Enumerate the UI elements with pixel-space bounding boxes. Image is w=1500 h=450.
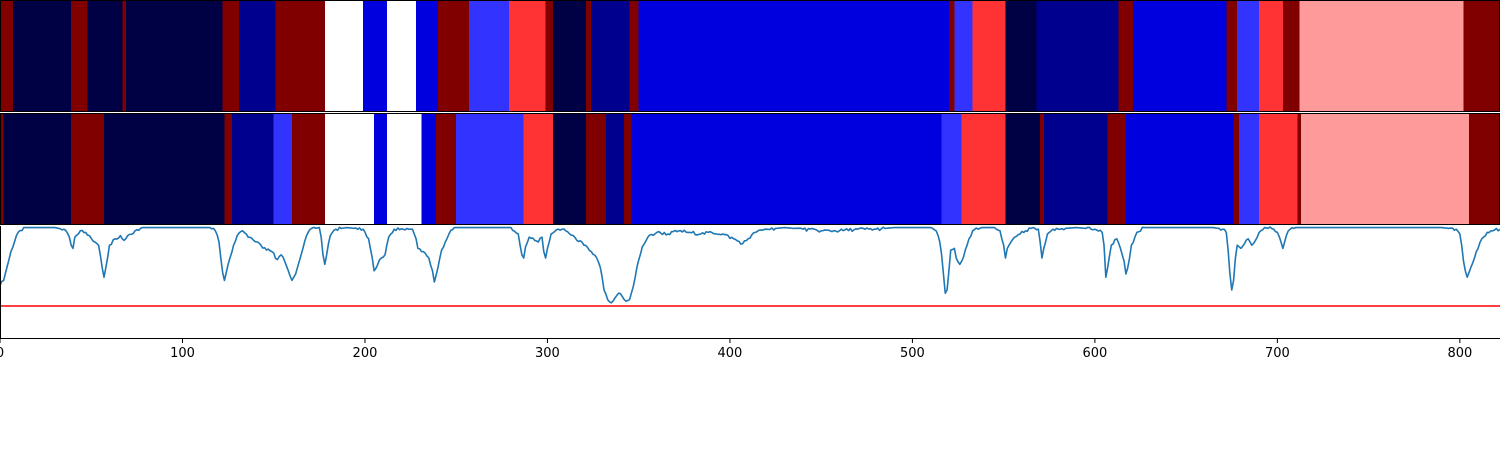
heat-segment <box>275 0 326 112</box>
heat-segment <box>1463 0 1500 112</box>
heat-segment <box>972 0 1006 112</box>
heat-segment <box>416 0 439 112</box>
segmentation-track-1 <box>0 0 1500 112</box>
heat-segment <box>631 113 943 225</box>
heat-segment <box>386 113 422 225</box>
heat-segment <box>421 113 437 225</box>
heat-segment <box>87 0 123 112</box>
heat-segment <box>1468 113 1500 225</box>
x-tick-label: 700 <box>1265 346 1290 361</box>
heat-segment <box>1118 0 1134 112</box>
heat-segment <box>3 113 72 225</box>
heat-segment <box>1125 113 1234 225</box>
heat-segment <box>961 113 1006 225</box>
heat-segment <box>552 0 587 112</box>
heat-segment <box>104 113 225 225</box>
heat-segment <box>222 0 240 112</box>
heat-segment <box>239 0 276 112</box>
heat-segment <box>386 0 417 112</box>
x-tick-label: 300 <box>535 346 560 361</box>
heat-segment <box>545 0 554 112</box>
heat-segment <box>1259 113 1298 225</box>
heat-segment <box>605 113 625 225</box>
heat-segment <box>1301 113 1470 225</box>
heat-segment <box>324 113 375 225</box>
heat-segment <box>585 113 607 225</box>
heat-segment <box>1107 113 1127 225</box>
heat-segment <box>523 113 554 225</box>
heat-segment <box>273 113 293 225</box>
heat-segment <box>954 0 974 112</box>
x-tick-label: 200 <box>353 346 378 361</box>
heat-segment <box>1226 0 1238 112</box>
heat-segment <box>941 113 963 225</box>
heat-segment <box>1233 113 1240 225</box>
heat-segment <box>585 0 592 112</box>
heat-segment <box>0 0 14 112</box>
heat-segment <box>437 0 470 112</box>
heat-segment <box>1297 113 1302 225</box>
heat-segment <box>71 113 105 225</box>
heat-segment <box>12 0 72 112</box>
heat-segment <box>552 113 587 225</box>
heat-segment <box>71 0 88 112</box>
heat-segment <box>948 0 955 112</box>
heat-segment <box>291 113 326 225</box>
heat-segment <box>231 113 275 225</box>
heat-segment <box>1133 0 1227 112</box>
heat-segment <box>456 113 525 225</box>
heat-segment <box>1036 0 1120 112</box>
segmentation-track-2 <box>0 113 1500 225</box>
heat-segment <box>1282 0 1300 112</box>
x-tick-label: 500 <box>900 346 925 361</box>
heat-segment <box>591 0 630 112</box>
heat-segment <box>629 0 640 112</box>
heat-segment <box>624 113 632 225</box>
heat-segment <box>509 0 547 112</box>
x-tick-label: 400 <box>718 346 743 361</box>
heat-segment <box>1040 113 1045 225</box>
heat-segment <box>374 113 388 225</box>
heat-segment <box>468 0 510 112</box>
heat-segment <box>436 113 457 225</box>
heat-segment <box>1239 113 1260 225</box>
x-tick-label: 800 <box>1447 346 1472 361</box>
heat-segment <box>1005 113 1041 225</box>
x-tick-label: 0 <box>0 346 4 361</box>
heat-segment <box>1043 113 1109 225</box>
heat-segment <box>1237 0 1260 112</box>
heat-segment <box>1259 0 1284 112</box>
heat-segment <box>324 0 364 112</box>
heat-segment <box>0 113 5 225</box>
x-tick-label: 600 <box>1082 346 1107 361</box>
heat-segment <box>224 113 233 225</box>
heat-segment <box>638 0 950 112</box>
x-tick-label: 100 <box>170 346 195 361</box>
x-axis: 0 100 200 300 400 500 600 700 800 <box>0 338 1500 361</box>
heat-segment <box>122 0 127 112</box>
heat-segment <box>363 0 388 112</box>
heat-segment <box>125 0 224 112</box>
heat-segment <box>1299 0 1464 112</box>
signal-line <box>0 226 1500 304</box>
heat-segment <box>1005 0 1037 112</box>
signal-track <box>0 226 1500 338</box>
